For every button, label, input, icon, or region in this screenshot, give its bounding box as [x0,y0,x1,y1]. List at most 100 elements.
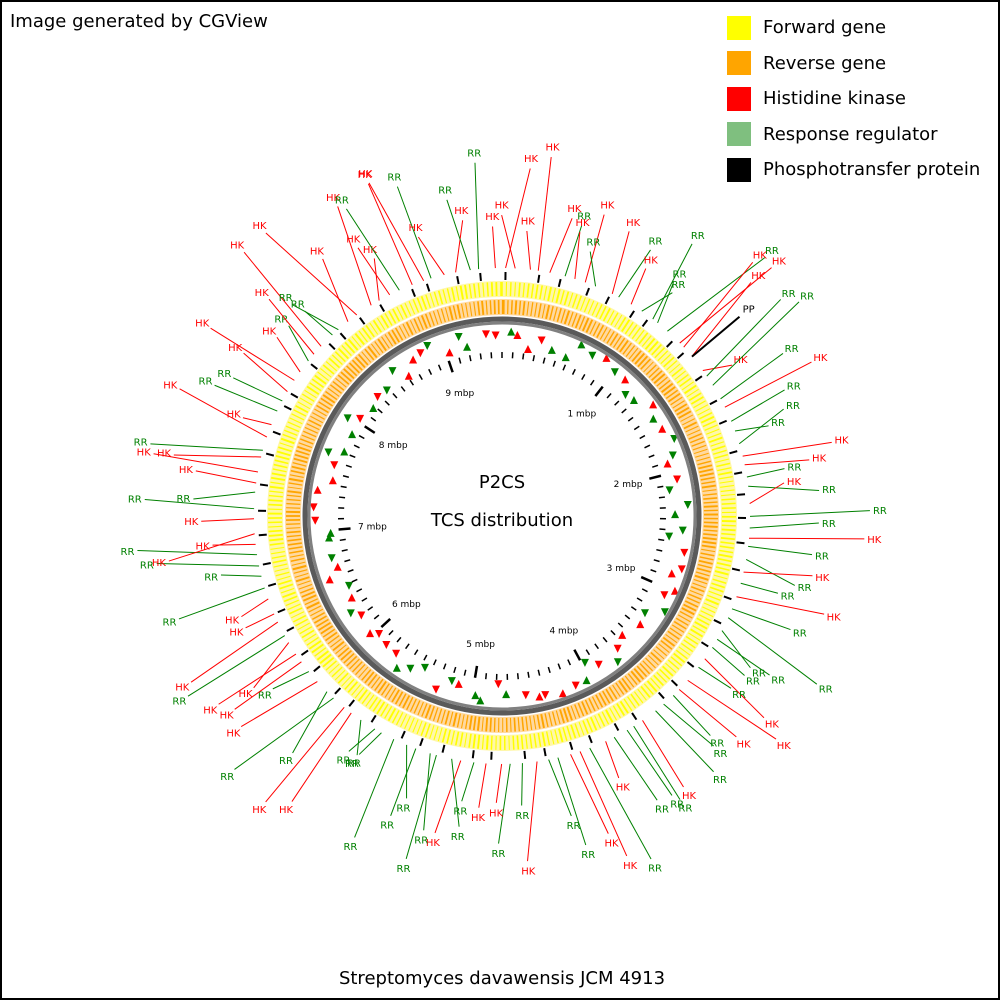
rr-callout-label: RR [279,293,293,304]
forward-gene-mark [519,283,520,297]
response-regulator-glyph [463,343,471,351]
histidine-kinase-glyph [541,691,549,699]
hk-callout-label: HK [546,143,561,154]
response-regulator-glyph [621,391,629,399]
rr-callout-label: RR [771,418,785,429]
hk-callout-label: HK [196,542,211,553]
hk-callout-line [679,689,736,736]
legend-swatch-phosphotransfer-protein [727,158,751,182]
histidine-kinase-glyph [446,348,454,356]
feature-tick [544,748,545,756]
hk-callout-label: HK [152,558,167,569]
rr-callout-line [349,729,375,751]
rr-callout-label: RR [121,547,135,558]
rr-callout-line [627,730,672,795]
rr-callout-line [293,692,327,753]
feature-tick [589,735,592,742]
feature-tick [402,731,405,738]
histidine-kinase-glyph [330,461,338,469]
response-regulator-glyph [562,353,570,361]
minor-scale-tick [618,623,622,627]
minor-scale-tick [533,355,534,361]
rr-callout-label: RR [467,148,481,159]
hk-callout-line [750,483,784,504]
rr-callout-label: RR [691,231,705,242]
response-regulator-glyph [345,582,353,590]
histidine-kinase-glyph [375,630,383,638]
hk-callout-line [496,764,501,803]
feature-tick [734,472,742,473]
rr-callout-line [732,609,790,630]
rr-callout-line [748,546,812,554]
major-scale-tick [449,361,453,372]
rr-callout-label: RR [567,821,581,832]
forward-gene-mark [487,736,488,750]
feature-tick [263,563,271,565]
forward-gene-mark [268,505,282,506]
minor-scale-tick [603,637,607,642]
feature-tick [412,289,415,296]
hk-callout-label: HK [255,288,270,299]
hk-callout-line [169,534,255,561]
response-regulator-glyph [369,404,377,412]
rr-callout-label: RR [176,494,190,505]
feature-tick [314,666,320,671]
rr-callout-label: RR [258,690,272,701]
scale-label: 7 mbp [358,523,387,533]
response-regulator-glyph [679,527,687,535]
forward-gene-mark [269,500,283,501]
hk-callout-label: HK [524,154,539,165]
pp-callout-line [692,317,739,357]
hk-callout-label: HK [228,343,243,354]
hk-callout-label: HK [867,535,882,546]
hk-callout-label: HK [184,517,199,528]
feature-tick [714,620,721,624]
hk-callout-line [243,418,271,425]
legend-swatch-histidine-kinase [727,87,751,111]
hk-callout-label: HK [682,791,697,802]
rr-callout-label: RR [397,864,411,875]
feature-tick [311,364,317,369]
response-regulator-glyph [614,658,622,666]
minor-scale-tick [374,615,379,619]
rr-callout-label: RR [648,237,662,248]
feature-tick [659,692,664,698]
minor-scale-tick [568,660,571,665]
major-scale-tick [595,387,602,396]
rr-callout-label: RR [710,738,724,749]
feature-tick [266,454,274,456]
rr-callout-label: RR [586,238,600,249]
rr-callout-line [157,564,259,566]
minor-scale-tick [401,387,405,392]
minor-scale-tick [410,380,413,385]
hk-callout-label: HK [310,246,325,257]
histidine-kinase-glyph [614,645,622,653]
hk-callout-line [241,599,268,617]
hk-callout-label: HK [616,783,631,794]
hk-callout-label: HK [521,217,536,228]
legend-item-histidine-kinase: Histidine kinase [727,81,980,117]
histidine-kinase-glyph [636,620,644,628]
rr-callout-line [273,672,309,689]
hk-callout-line [374,258,379,300]
feature-tick [701,642,708,646]
hk-callout-label: HK [471,813,486,824]
reverse-gene-mark [287,531,301,532]
minor-scale-tick [640,436,645,439]
rr-callout-line [634,726,680,799]
hk-callout-label: HK [454,206,469,217]
minor-scale-tick [344,560,350,562]
minor-scale-tick [538,670,539,676]
minor-scale-tick [659,497,665,498]
hk-callout-line [692,282,751,356]
reverse-gene-mark [490,718,491,732]
response-regulator-glyph [324,448,332,456]
legend-label: Reverse gene [763,53,886,74]
legend-swatch-forward-gene [727,16,751,40]
hk-callout-label: HK [163,381,178,392]
hk-callout-label: HK [262,327,277,338]
minor-scale-tick [424,655,427,660]
rr-callout-line [193,492,255,499]
minor-scale-tick [649,455,655,457]
